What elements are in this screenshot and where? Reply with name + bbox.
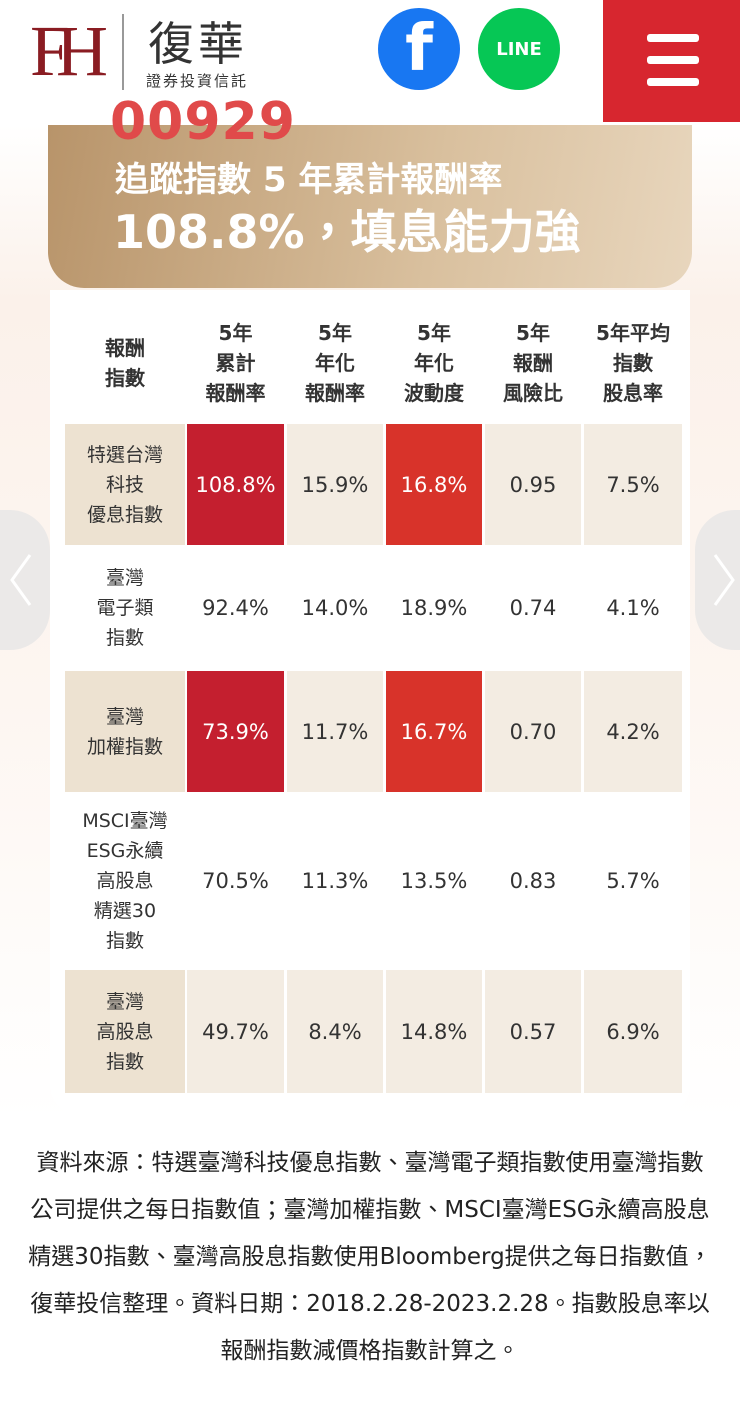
cell-line: 高股息: [96, 1020, 154, 1043]
footnote: 資料來源：特選臺灣科技優息指數、臺灣電子類指數使用臺灣指數公司提供之每日指數值；…: [28, 1150, 712, 1364]
table-cell: 0.74: [485, 548, 581, 668]
banner: [48, 125, 692, 288]
menu-bar: [647, 56, 699, 64]
table-cell: 4.2%: [584, 671, 682, 792]
cell-line: 特選台灣: [86, 443, 163, 466]
cell-line: 精選30: [93, 900, 157, 922]
table-cell: 16.7%: [386, 671, 482, 792]
cell-line: 臺灣: [105, 705, 144, 728]
table-cell: 15.9%: [287, 424, 383, 545]
cell-line: 股息率: [603, 380, 663, 405]
cell-line: 科技: [105, 473, 144, 496]
table-cell: 14.0%: [287, 548, 383, 668]
cell-line: 波動度: [404, 380, 464, 405]
table-cell: 13.5%: [386, 795, 482, 967]
column-header: 5年年化報酬率: [287, 305, 383, 420]
table-cell: 5.7%: [584, 795, 682, 967]
cell-line: 風險比: [503, 380, 563, 405]
facebook-button[interactable]: f: [378, 8, 460, 90]
table-cell: 14.8%: [386, 970, 482, 1093]
cell-line: 指數: [105, 930, 144, 952]
table-cell: 0.70: [485, 671, 581, 792]
row-name: 臺灣 電子類 指數: [65, 548, 185, 668]
prev-icon: [10, 554, 32, 606]
row-name: MSCI臺灣 ESG永續高股息精選30 指數: [65, 795, 185, 967]
table-cell: 92.4%: [187, 548, 284, 668]
cell-line: 5年: [218, 320, 253, 345]
banner-line: 追蹤指數 5 年累計報酬率: [115, 160, 503, 200]
table-cell: 0.95: [485, 424, 581, 545]
cell-line: 年化: [315, 350, 355, 375]
cell-line: 指數: [105, 365, 145, 390]
cell-line: 指數: [105, 627, 144, 649]
table-cell: 4.1%: [584, 548, 682, 668]
table-cell: 8.4%: [287, 970, 383, 1093]
row-name: 特選台灣科技優息指數: [65, 424, 185, 545]
table-cell: 0.57: [485, 970, 581, 1093]
column-header: 5年年化波動度: [386, 305, 482, 420]
prev-arrow[interactable]: [0, 510, 50, 650]
cell-line: 累計: [215, 350, 256, 375]
next-arrow[interactable]: [695, 510, 740, 650]
table-cell: 73.9%: [187, 671, 284, 792]
table-cell: 108.8%: [187, 424, 284, 545]
fund-code: 00929: [110, 92, 296, 152]
cell-line: 加權指數: [86, 735, 163, 758]
cell-line: 5年平均: [596, 320, 670, 345]
table-cell: 11.3%: [287, 795, 383, 967]
brand-sub: 證券投資信託: [146, 72, 249, 90]
table-cell: 11.7%: [287, 671, 383, 792]
table-cell: 7.5%: [584, 424, 682, 545]
column-header: 5年平均指數股息率: [584, 305, 682, 420]
banner-line: 108.8%，填息能力強: [113, 205, 581, 259]
cell-line: 臺灣: [105, 567, 144, 589]
cell-line: MSCI臺灣: [82, 810, 168, 832]
separator: [122, 14, 124, 90]
table-cell: 18.9%: [386, 548, 482, 668]
row-name: 臺灣 加權指數: [65, 671, 185, 792]
cell-line: 高股息: [96, 870, 154, 892]
menu-bar: [647, 34, 699, 42]
table-cell: 0.83: [485, 795, 581, 967]
cell-line: 年化: [414, 350, 454, 375]
cell-line: 報酬: [105, 335, 145, 360]
table-cell: 16.8%: [386, 424, 482, 545]
cell-line: 臺灣: [105, 990, 144, 1013]
table-cell: 6.9%: [584, 970, 682, 1093]
cell-line: 優息指數: [86, 503, 163, 526]
header: FH 復華 證券投資信託 f LINE: [0, 0, 740, 125]
cell-line: 報酬率: [305, 380, 365, 405]
column-header: 報酬 指數: [65, 305, 185, 420]
next-icon: [713, 554, 735, 606]
cell-line: 5年: [516, 320, 550, 345]
brand[interactable]: 復華: [148, 17, 248, 71]
cell-line: 指數: [613, 350, 653, 375]
column-header: 5年報酬風險比: [485, 305, 581, 420]
logo-mark[interactable]: FH: [30, 11, 108, 91]
cell-line: 報酬: [513, 350, 553, 375]
cell-line: 報酬率: [205, 380, 266, 405]
cell-line: 5年: [417, 320, 451, 345]
row-name: 臺灣 高股息 指數: [65, 970, 185, 1093]
menu-button[interactable]: [603, 0, 740, 122]
column-header: 5年累計報酬率: [187, 305, 284, 420]
table-cell: 49.7%: [187, 970, 284, 1093]
cell-line: ESG永續: [86, 840, 164, 862]
cell-line: 5年: [318, 320, 352, 345]
cell-line: 電子類: [96, 597, 154, 619]
menu-bar: [647, 78, 699, 86]
table-cell: 70.5%: [187, 795, 284, 967]
cell-line: 指數: [105, 1050, 144, 1073]
line-button[interactable]: LINE: [478, 8, 560, 90]
